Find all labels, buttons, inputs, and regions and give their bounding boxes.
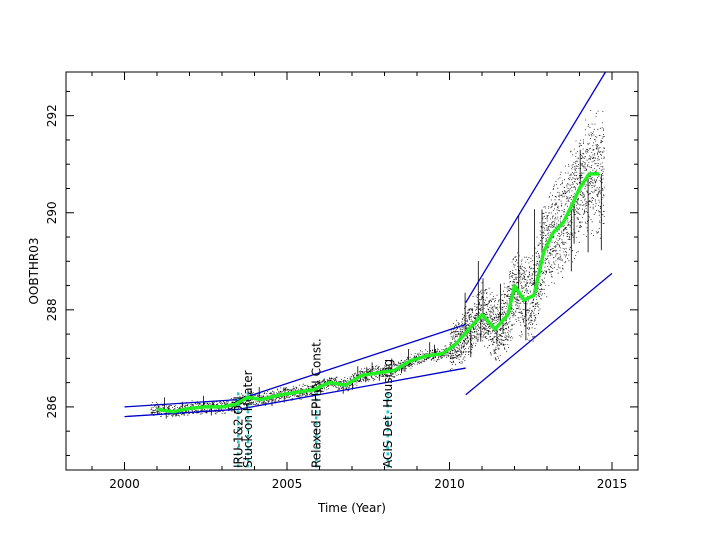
x-tick-label: 2010 [434, 477, 465, 491]
x-tick-label: 2005 [272, 477, 303, 491]
envelope-line-2 [238, 323, 466, 401]
y-tick-label: 292 [45, 104, 59, 127]
smoothed-trend [156, 172, 599, 414]
envelope-line-1 [124, 408, 239, 418]
x-axis: 2000 2005 2010 2015 [91, 72, 628, 491]
data-points [150, 110, 605, 419]
measurement-points [150, 110, 605, 419]
event-label-2: Relaxed EPHIN Const. [309, 338, 323, 468]
envelope-line-0 [124, 398, 239, 408]
x-axis-title: Time (Year) [317, 501, 386, 515]
y-axis-title: OOBTHR03 [27, 237, 41, 304]
event-label-0: IRU-1&2 ON [231, 396, 245, 468]
envelope-line-5 [465, 272, 613, 396]
event-label-1: Stuck-on Heater [241, 370, 255, 468]
x-tick-label: 2015 [597, 477, 628, 491]
y-tick-label: 290 [45, 201, 59, 224]
envelope-line-4 [465, 71, 607, 303]
envelope-lines [124, 71, 613, 418]
trend-line [156, 172, 599, 414]
y-tick-label: 288 [45, 298, 59, 321]
y-axis: 286 288 290 292 [45, 90, 638, 456]
envelope-line-3 [238, 367, 466, 410]
y-tick-label: 286 [45, 395, 59, 418]
event-label-3: ACIS Det. Housing [381, 359, 395, 468]
x-tick-label: 2000 [109, 477, 140, 491]
